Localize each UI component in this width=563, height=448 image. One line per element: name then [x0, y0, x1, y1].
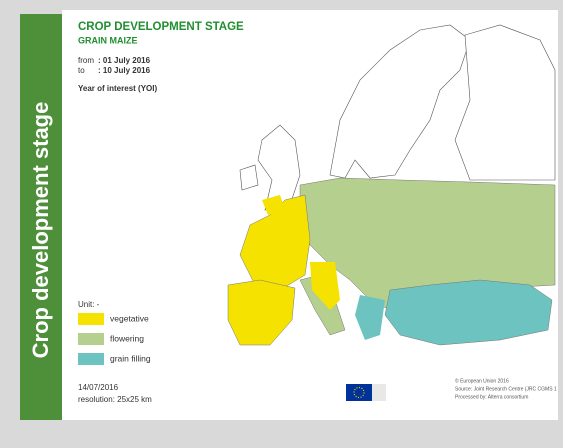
- eu-logo: [346, 384, 386, 401]
- from-date: : 01 July 2016: [98, 56, 151, 65]
- legend-label: grain filling: [110, 353, 151, 363]
- legend-label: vegetative: [110, 313, 149, 323]
- footer-copyright: © European Union 2016: [455, 377, 509, 384]
- legend-swatch: [78, 333, 104, 345]
- footer-source: Source: Joint Research Centre (JRC CGMS …: [455, 386, 557, 392]
- from-label: from: [78, 56, 94, 65]
- map-subtitle: GRAIN MAIZE: [78, 35, 138, 45]
- legend-unit: Unit: -: [78, 300, 100, 309]
- footer-resolution: resolution: 25x25 km: [78, 395, 152, 404]
- legend-swatch: [78, 353, 104, 365]
- page: Crop development stage CROP DEVELOPMENT …: [0, 0, 563, 448]
- footer-processed: Processed by: Alterra consortium: [455, 394, 528, 400]
- map-title: CROP DEVELOPMENT STAGE: [78, 21, 244, 33]
- side-title: Crop development stage: [28, 102, 53, 359]
- year-label: Year of interest (YOI): [78, 84, 157, 93]
- to-date: : 10 July 2016: [98, 66, 151, 75]
- footer-date: 14/07/2016: [78, 383, 119, 392]
- legend-label: flowering: [110, 333, 144, 343]
- to-label: to: [78, 66, 85, 75]
- screen: Crop development stage CROP DEVELOPMENT …: [0, 0, 563, 448]
- legend: vegetative flowering grain filling: [78, 313, 151, 365]
- legend-swatch: [78, 313, 104, 325]
